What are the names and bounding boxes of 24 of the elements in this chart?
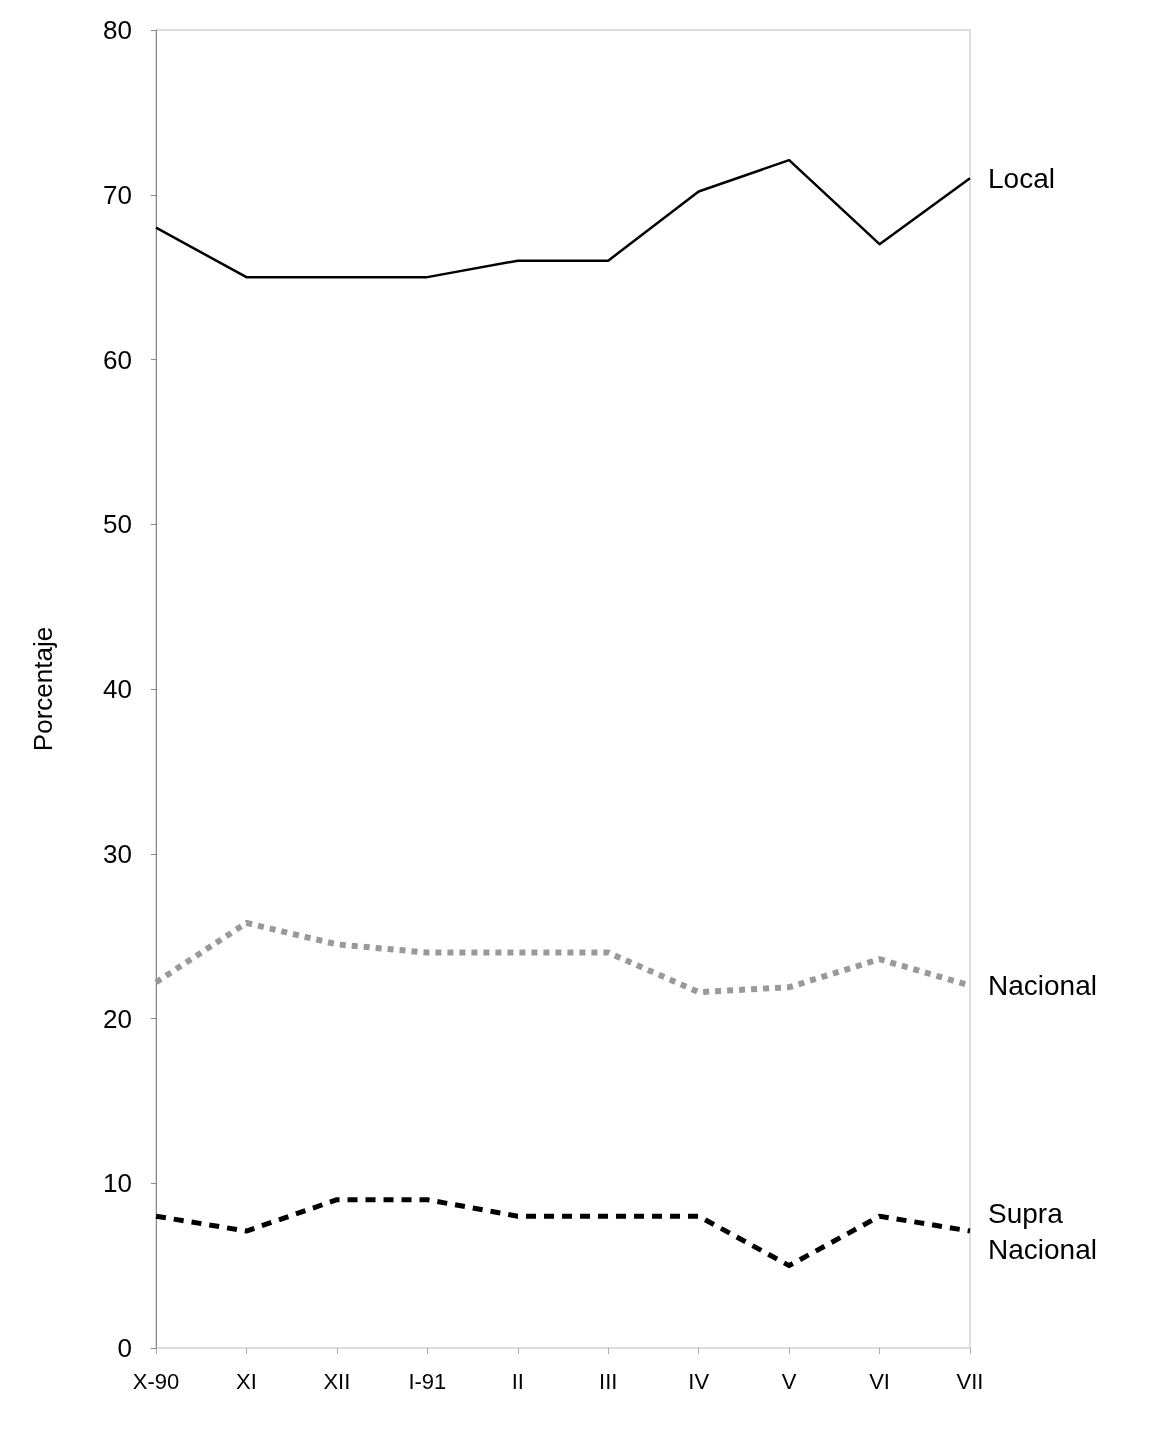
line-series: [154, 158, 972, 279]
x-tick-label: XI: [236, 1368, 257, 1394]
series-label: Local: [988, 162, 1055, 194]
x-tick-label: XII: [323, 1368, 351, 1394]
x-tick-label: VI: [869, 1368, 890, 1394]
y-tick-label: 40: [103, 674, 132, 704]
y-tick-label: 10: [103, 1168, 132, 1199]
y-axis-title: Porcentaje: [28, 626, 58, 752]
series-label: Nacional: [988, 970, 1097, 1002]
y-tick-label: 80: [103, 15, 132, 45]
x-tick-label: II: [511, 1368, 524, 1394]
y-tick-label: 50: [103, 509, 132, 540]
x-tick-label: I-91: [408, 1368, 447, 1394]
y-tick-label: 60: [103, 344, 132, 375]
x-tick-label: III: [599, 1368, 618, 1394]
x-tick-label: IV: [688, 1368, 710, 1394]
y-tick-label: 0: [117, 1333, 132, 1363]
x-tick-label: X-90: [132, 1368, 180, 1394]
series-label: Supra Nacional: [988, 1197, 1097, 1265]
y-tick-label: 30: [103, 838, 132, 869]
y-tick-label: 70: [103, 179, 132, 210]
x-tick-label: V: [781, 1368, 797, 1394]
y-tick-label: 20: [103, 1003, 132, 1034]
x-tick-label: VII: [956, 1368, 984, 1394]
